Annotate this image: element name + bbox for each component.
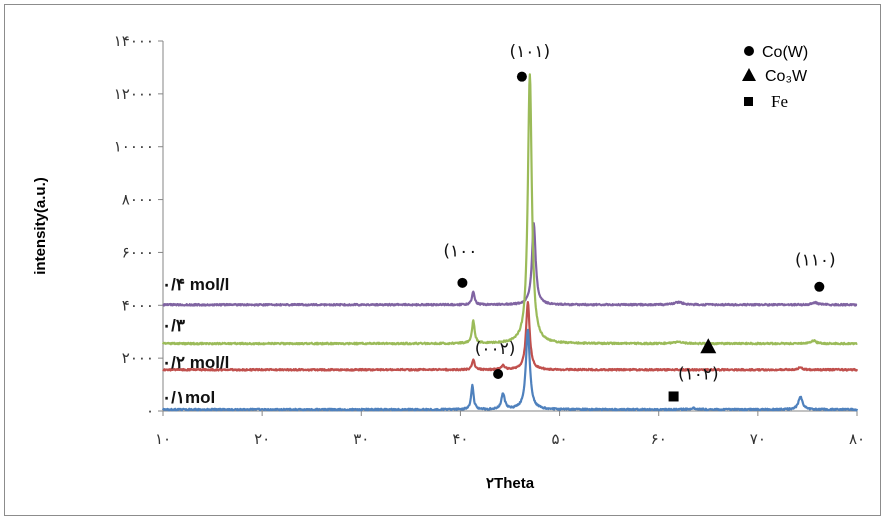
circle-marker-icon [814, 281, 825, 292]
peak-annotation: (۱۰۰ [443, 241, 477, 261]
y-tick-label: ۲۰۰۰ [122, 349, 154, 367]
y-axis-title: intensity(a.u.) [32, 177, 49, 275]
series-line-3 [161, 328, 859, 412]
y-tick-label: ۱۲۰۰۰ [114, 85, 154, 103]
square-marker-icon [668, 391, 679, 402]
series-label-0-4: ۰/۴ mol/l [162, 275, 229, 294]
peak-annotation: (۱۱۰) [795, 251, 836, 271]
circle-marker-icon [457, 277, 468, 288]
series-label-0-3: ۰/۳ [162, 316, 185, 335]
x-tick-label: ۱۰ [155, 430, 171, 448]
legend-label-co3w: Co₃W [765, 68, 808, 85]
y-tick-label: ۶۰۰۰ [122, 243, 154, 261]
x-tick-label: ۴۰ [452, 430, 468, 448]
series-label-0-1: ۰/۱mol [162, 388, 215, 407]
circle-marker-icon [516, 71, 527, 82]
circle-marker-icon [493, 369, 504, 379]
y-tick-label: ۴۰۰۰ [122, 296, 154, 314]
chart-frame: ۰ ۲۰۰۰ ۴۰۰۰ ۶۰۰۰ ۸۰۰۰ ۱۰۰۰۰ ۱۲۰۰۰ ۱۴۰۰۰ ۱۰ ۲۰ ۳۰ ۴… [4, 4, 881, 516]
x-tick-label: ۶۰ [651, 430, 667, 448]
x-axis-title: ۲Theta [486, 475, 535, 492]
x-tick-label: ۲۰ [254, 430, 270, 448]
legend-label-fe: Fe [771, 92, 788, 111]
legend-circle-icon [744, 46, 754, 56]
xrd-chart: ۰ ۲۰۰۰ ۴۰۰۰ ۶۰۰۰ ۸۰۰۰ ۱۰۰۰۰ ۱۲۰۰۰ ۱۴۰۰۰ ۱۰ ۲۰ ۳۰ ۴… [32, 32, 865, 492]
peak-annotation: (۰۰۲) [475, 339, 516, 359]
series-line-1 [161, 73, 858, 346]
x-tick-label: ۷۰ [750, 430, 766, 448]
peak-annotation: (۱۰۱) [509, 42, 550, 62]
x-tick-label: ۳۰ [353, 430, 369, 448]
peak-annotation: (۱۰۲) [678, 364, 719, 384]
series-label-0-2: ۰/۲ mol/l [162, 353, 229, 372]
x-tick-label: ۸۰ [849, 430, 865, 448]
series-line-2 [162, 300, 859, 372]
y-tick-label: ۰ [146, 402, 154, 420]
y-tick-label: ۸۰۰۰ [122, 191, 154, 209]
y-tick-label: ۱۴۰۰۰ [114, 32, 154, 50]
legend-square-icon [744, 97, 753, 106]
legend-label-cow: Co(W) [762, 44, 808, 61]
triangle-marker-icon [700, 338, 717, 354]
series-line-0 [162, 222, 858, 307]
y-tick-label: ۱۰۰۰۰ [114, 138, 154, 156]
legend-triangle-icon [742, 68, 756, 81]
legend: Co(W) Co₃W Fe [742, 44, 808, 111]
x-tick-label: ۵۰ [552, 430, 568, 448]
